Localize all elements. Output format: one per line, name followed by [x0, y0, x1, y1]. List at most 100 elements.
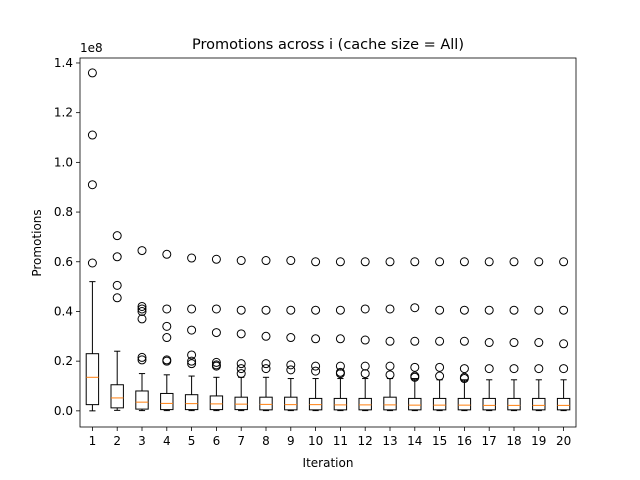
flier-point	[162, 321, 172, 331]
box-body	[408, 397, 422, 411]
flier-point	[509, 257, 519, 267]
flier-point	[162, 356, 172, 366]
box-16	[457, 257, 472, 412]
box-body	[358, 397, 372, 411]
flier-point	[509, 338, 519, 348]
flier-point	[286, 305, 296, 315]
flier-point	[484, 257, 494, 267]
flier-point	[435, 371, 445, 381]
flier-point	[435, 257, 445, 267]
box-9	[284, 256, 298, 412]
box-14	[408, 257, 422, 412]
flier-point	[187, 253, 197, 263]
flier-point	[286, 333, 296, 343]
flier-point	[311, 366, 321, 376]
box-19	[532, 257, 546, 412]
flier-point	[534, 338, 544, 348]
flier-point	[211, 328, 221, 338]
flier-point	[162, 304, 172, 314]
box-body	[383, 396, 397, 411]
y-axis: 0.0 0.2 0.4 0.6 0.8 1.0 1.2 1.4	[54, 56, 80, 418]
flier-point	[87, 68, 97, 78]
flier-point	[385, 257, 395, 267]
flier-point	[112, 252, 122, 262]
box-body	[209, 395, 224, 411]
plot-area	[80, 58, 576, 427]
x-tick-label: 4	[163, 434, 171, 448]
box-7	[234, 256, 248, 412]
x-tick-label: 3	[138, 434, 146, 448]
x-tick-label: 8	[262, 434, 270, 448]
axes-background	[80, 58, 576, 427]
flier-point	[410, 336, 420, 346]
flier-point	[87, 180, 97, 190]
flier-point	[261, 364, 271, 374]
x-axis: 1 2 3 4 5 6 7 8 9 10 11 12 13 14 15 16 17 18 19 20	[89, 427, 571, 448]
flier-point	[112, 231, 122, 241]
box-body	[432, 397, 447, 411]
flier-point	[335, 305, 345, 315]
flier-point	[286, 365, 296, 375]
box-body	[284, 396, 298, 411]
flier-point	[360, 361, 370, 371]
flier-point	[435, 336, 445, 346]
flier-point	[236, 305, 246, 315]
flier-point	[261, 331, 271, 341]
flier-point	[410, 257, 420, 267]
flier-point	[459, 364, 469, 374]
y-tick-label: 0.6	[54, 255, 73, 269]
flier-point	[162, 333, 172, 343]
x-tick-label: 14	[407, 434, 422, 448]
flier-point	[236, 364, 246, 374]
flier-point	[410, 303, 420, 313]
flier-point	[534, 257, 544, 267]
box-body	[457, 397, 472, 411]
flier-point	[335, 361, 345, 371]
flier-point	[187, 356, 197, 366]
flier-point	[559, 305, 569, 315]
axes-frame	[79, 57, 577, 428]
x-tick-label: 9	[287, 434, 295, 448]
y-tick-label: 0.0	[54, 404, 73, 418]
flier-point	[112, 280, 122, 290]
flier-point	[211, 361, 221, 371]
flier-point	[137, 314, 147, 324]
flier-point	[360, 369, 370, 379]
box-18	[507, 257, 521, 412]
flier-point	[559, 257, 569, 267]
flier-point	[484, 364, 494, 374]
flier-point	[261, 305, 271, 315]
x-tick-label: 19	[531, 434, 546, 448]
flier-point	[137, 355, 147, 365]
y-tick-label: 1.4	[54, 56, 73, 70]
y-tick-label: 0.4	[54, 304, 73, 318]
flier-point	[211, 304, 221, 314]
box-17	[482, 257, 496, 412]
x-tick-label: 17	[482, 434, 497, 448]
box-13	[383, 257, 397, 412]
flier-point	[459, 336, 469, 346]
box-body	[135, 390, 149, 410]
flier-point	[459, 374, 469, 384]
box-1	[85, 68, 100, 412]
box-series	[85, 68, 571, 412]
flier-point	[261, 256, 271, 266]
flier-point	[286, 256, 296, 266]
y-tick-label: 1.0	[54, 155, 73, 169]
flier-point	[360, 335, 370, 345]
box-body	[333, 397, 348, 411]
box-20	[556, 257, 571, 412]
flier-point	[459, 257, 469, 267]
flier-point	[559, 364, 569, 374]
flier-point	[236, 256, 246, 266]
box-body	[556, 397, 571, 411]
flier-point	[236, 359, 246, 369]
box-11	[333, 257, 348, 412]
x-tick-label: 16	[457, 434, 472, 448]
box-body	[259, 396, 273, 411]
box-body	[532, 397, 546, 411]
box-body	[160, 392, 174, 411]
flier-point	[187, 325, 197, 335]
box-body	[482, 397, 496, 411]
box-body	[85, 353, 100, 406]
